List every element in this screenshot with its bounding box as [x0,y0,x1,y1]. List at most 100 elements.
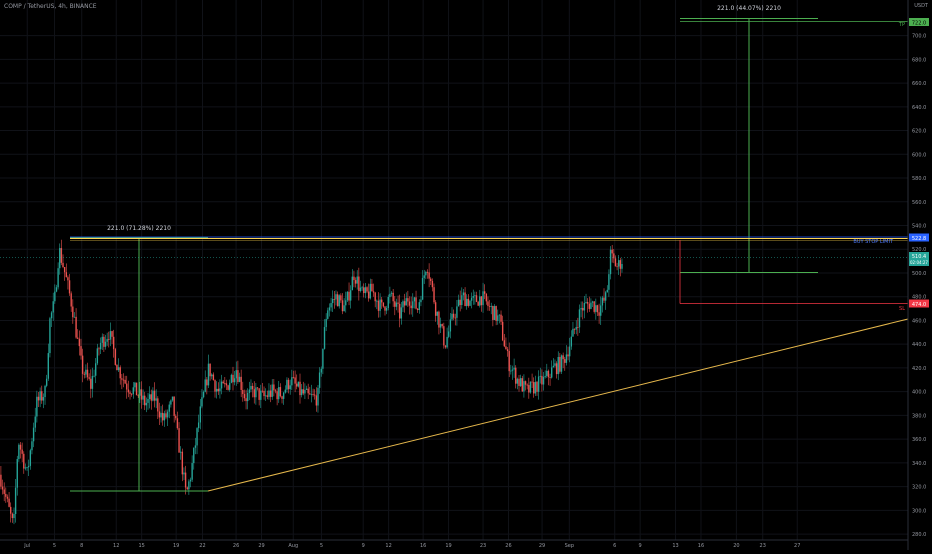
sl-price-tag [909,299,929,308]
candle-body [109,331,112,340]
candle-body [539,375,541,377]
candle-body [237,370,239,382]
time-tick-label: 19 [173,543,179,549]
candle-body [86,369,89,378]
candle-body [549,377,551,378]
candle-body [586,302,589,304]
time-tick-label: Jul [23,543,30,549]
symbol-title[interactable]: COMP / TetherUS, 4h, BINANCE [4,3,97,10]
candle-body [168,404,170,412]
candle-body [176,418,179,429]
candle-body [273,384,275,391]
candle-body [266,395,269,397]
candle-body [456,306,458,318]
candle-body [305,388,308,390]
candle-body [6,496,9,499]
candle-body [230,374,233,383]
price-tick-label: 400.0 [912,390,926,396]
candle-body [139,389,141,396]
candle-body [363,287,365,294]
price-tick-label: 640.0 [912,105,926,111]
currency-label: USDT [914,3,928,9]
candle-body [469,300,471,306]
time-tick-label: 29 [258,543,264,549]
candle-body [242,389,244,395]
candle-body [557,356,559,375]
candle-body [403,301,406,306]
sl-price-tag-text: 474.0 [912,302,926,308]
candle-body [111,331,113,337]
candle-body [312,394,314,395]
candle-body [436,311,438,316]
price-tick-label: 420.0 [912,366,926,372]
candle-body [513,367,515,370]
candle-body [179,451,182,453]
candle-body [534,381,537,394]
candle-body [77,337,79,339]
candle-body [420,299,422,303]
candle-body [508,351,510,372]
candle-body [238,376,241,382]
candle-body [501,321,504,341]
candle-body [59,248,61,269]
candle-body [336,294,339,307]
candle-body [101,336,103,343]
drawings[interactable]: 221.0 (71.28%) 2210 221.0 (44.07%) 2210 … [0,5,909,492]
candle-body [44,385,46,398]
candle-body [448,331,450,337]
candle-body [160,412,162,418]
candle-body [197,422,200,429]
time-tick-label: 13 [672,543,678,549]
candle-body [162,412,164,421]
candle-body [80,346,82,356]
candle-body [578,309,581,328]
candle-body [583,302,586,311]
candle-body [562,355,564,360]
candle-body [500,314,502,322]
candle-body [211,374,213,377]
candle-body [390,292,393,294]
candle-body [601,297,604,306]
candle-body [492,305,494,320]
candle-body [608,274,610,290]
candle-body [291,377,293,386]
time-tick-label: 20 [733,543,739,549]
candle-body [591,301,594,303]
candle-body [572,328,574,337]
candle-body [91,376,94,389]
time-tick-label: 26 [505,543,511,549]
candle-body [443,326,445,346]
candle-body [423,275,425,278]
candle-body [54,291,56,302]
candle-body [387,296,389,309]
candle-body [487,301,489,306]
candle-body [121,378,123,380]
candle-body [117,367,120,371]
candle-body [560,355,563,372]
candle-body [57,268,59,288]
ascending-trendline[interactable] [207,318,909,492]
candle-body [421,277,424,300]
candle-body [225,383,228,386]
candle-body [81,355,84,374]
candle-body [526,384,528,386]
candle-body [366,287,368,292]
candle-body [23,453,25,469]
candle-body [207,363,210,386]
candle-body [294,377,296,384]
candle-body [248,389,251,393]
candle-body [412,301,414,309]
candle-body [389,293,391,297]
candle-body [0,474,2,487]
price-tick-label: 520.0 [912,247,926,253]
candle-body [173,396,175,416]
candle-body [21,449,23,454]
time-axis[interactable]: Jul 5 8 12 15 19 22 26 29 Aug 5 9 12 16 19 23 26 29 Sep 6 9 1… [0,539,908,549]
price-axis[interactable]: 280.0 300.0 320.0 340.0 360.0 380.0 400.0 420.0… [907,0,926,550]
candle-body [36,396,38,417]
candle-body [533,382,535,394]
candle-body [351,276,354,291]
candle-body [542,376,545,385]
